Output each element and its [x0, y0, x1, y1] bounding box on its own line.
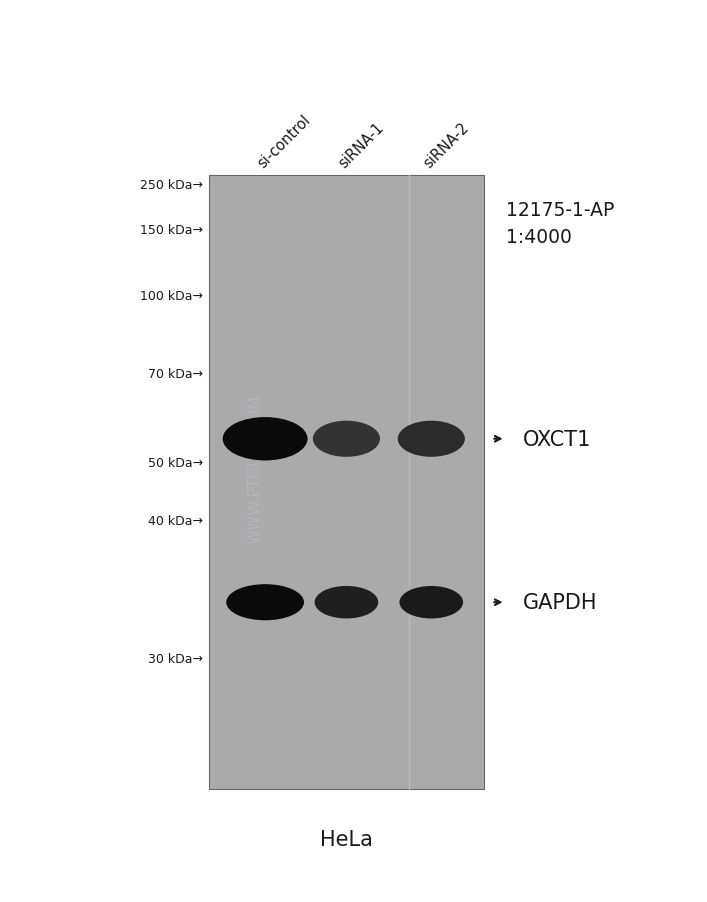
Text: OXCT1: OXCT1 [523, 429, 592, 449]
Text: GAPDH: GAPDH [523, 593, 597, 612]
Text: 30 kDa→: 30 kDa→ [148, 652, 203, 665]
Text: si-control: si-control [255, 113, 313, 171]
Ellipse shape [226, 584, 304, 621]
Ellipse shape [313, 421, 380, 457]
Text: 250 kDa→: 250 kDa→ [140, 179, 203, 191]
Text: 70 kDa→: 70 kDa→ [148, 368, 203, 381]
Ellipse shape [397, 421, 465, 457]
Text: siRNA-1: siRNA-1 [336, 121, 387, 171]
Text: 40 kDa→: 40 kDa→ [148, 515, 203, 528]
Text: 50 kDa→: 50 kDa→ [148, 456, 203, 469]
Ellipse shape [315, 586, 378, 619]
Bar [209, 176, 484, 789]
Text: WWW.PTGLAB.COM: WWW.PTGLAB.COM [247, 394, 262, 544]
Ellipse shape [223, 418, 308, 461]
Text: 150 kDa→: 150 kDa→ [140, 224, 203, 236]
Text: 12175-1-AP
1:4000: 12175-1-AP 1:4000 [506, 201, 614, 246]
Text: siRNA-2: siRNA-2 [421, 120, 472, 171]
Text: 100 kDa→: 100 kDa→ [140, 290, 203, 302]
Ellipse shape [399, 586, 463, 619]
Text: HeLa: HeLa [320, 829, 373, 849]
